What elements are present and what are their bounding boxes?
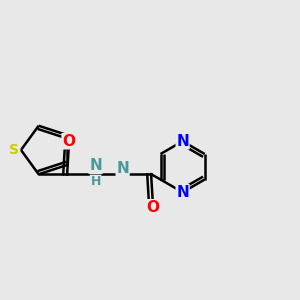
- Text: S: S: [9, 143, 20, 157]
- Text: O: O: [62, 134, 75, 149]
- Text: N: N: [116, 161, 129, 176]
- Text: N: N: [176, 185, 189, 200]
- Text: O: O: [146, 200, 159, 215]
- Text: H: H: [90, 175, 101, 188]
- Text: N: N: [176, 134, 189, 149]
- Text: N: N: [89, 158, 102, 173]
